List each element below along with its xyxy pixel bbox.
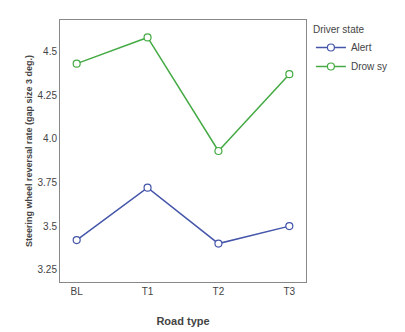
svg-text:4.25: 4.25 [38,90,58,101]
svg-text:4.0: 4.0 [43,133,57,144]
svg-text:T3: T3 [283,286,295,297]
svg-text:Road type: Road type [156,315,209,327]
svg-text:T1: T1 [142,286,154,297]
svg-text:3.5: 3.5 [43,221,57,232]
svg-text:T2: T2 [213,286,225,297]
svg-text:3.75: 3.75 [38,177,58,188]
svg-text:4.5: 4.5 [43,46,57,57]
svg-text:3.25: 3.25 [38,264,58,275]
svg-text:Drow sy: Drow sy [351,61,387,72]
svg-text:Driver state: Driver state [313,24,365,35]
svg-text:Alert: Alert [351,42,372,53]
svg-text:Steering wheel reversal rate (: Steering wheel reversal rate (gap size 3… [24,55,34,247]
svg-text:BL: BL [71,286,84,297]
